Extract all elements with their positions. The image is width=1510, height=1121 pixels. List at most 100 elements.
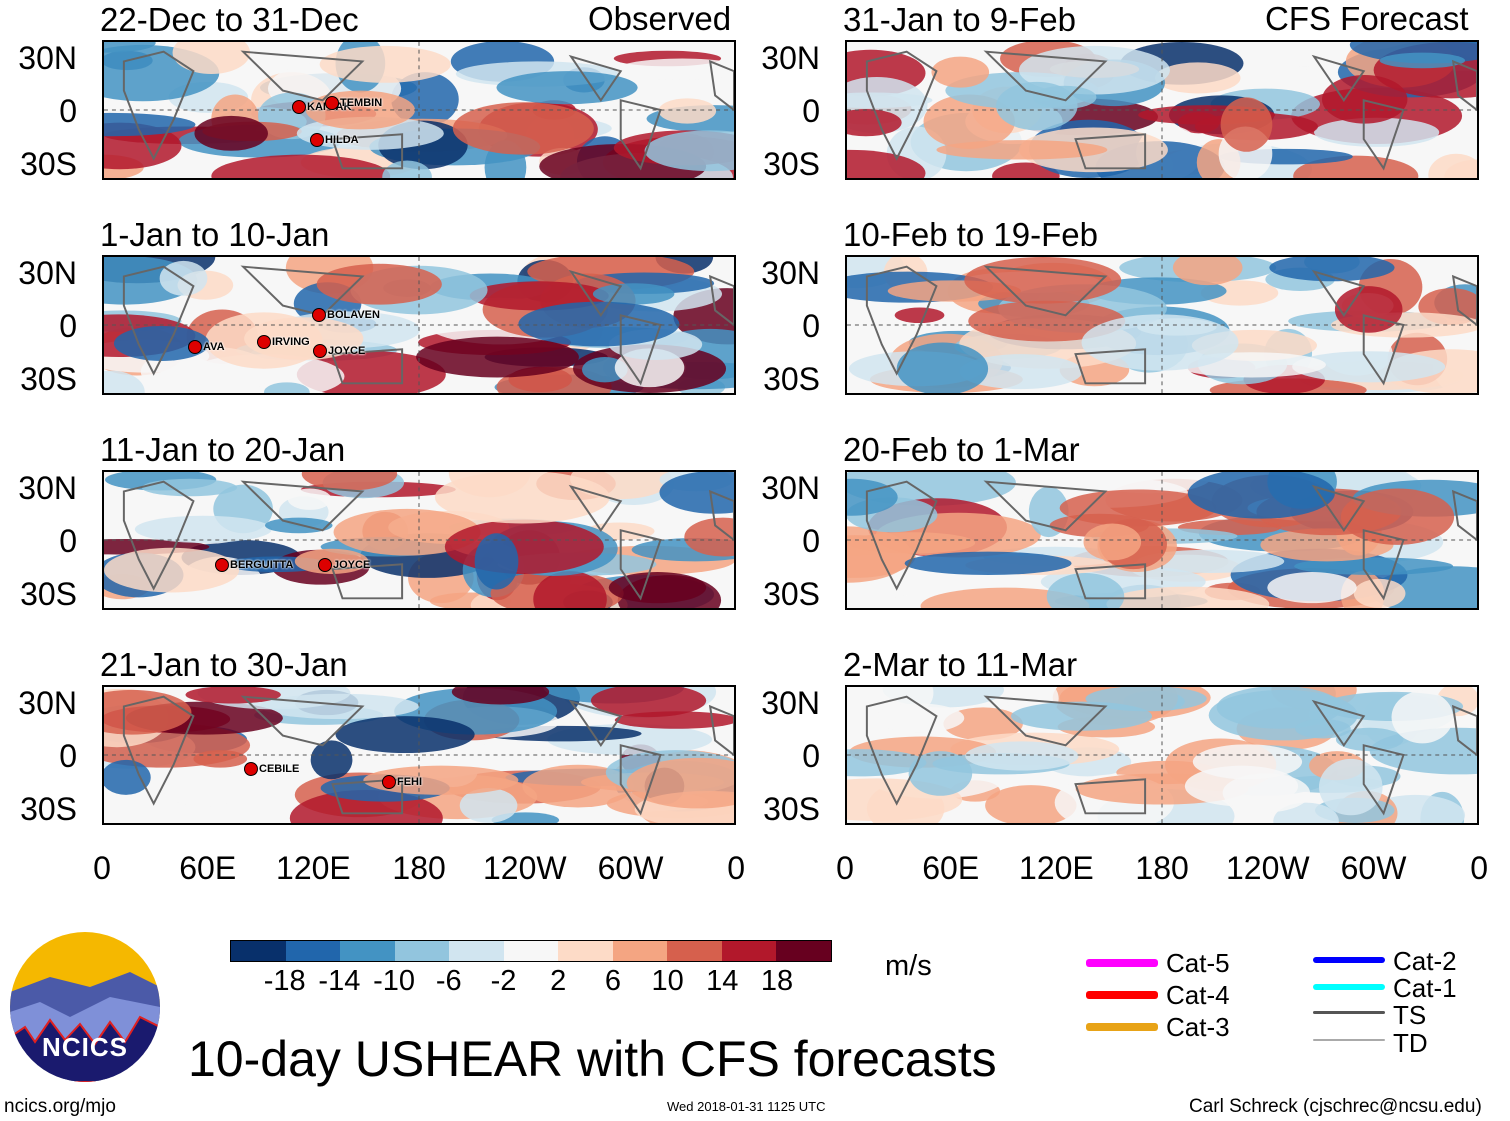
lat-label: 30S (763, 146, 820, 182)
lat-label: 30S (20, 791, 77, 827)
anomaly-contour (1187, 472, 1335, 519)
colorbar-tick-label: -14 (318, 965, 361, 997)
storm-marker: AVA (188, 340, 225, 354)
lon-label: 0 (1470, 850, 1489, 886)
anomaly-contour (1428, 153, 1477, 178)
hurricane-icon (318, 558, 332, 572)
anomaly-contour (134, 515, 272, 543)
anomaly-contour (1083, 523, 1142, 561)
lat-label: 30N (761, 255, 820, 291)
colorbar-swatch (612, 941, 668, 961)
panel-title: 1-Jan to 10-Jan (100, 216, 330, 253)
hurricane-icon (310, 133, 324, 147)
lat-label: 0 (802, 308, 820, 344)
hurricane-icon (312, 308, 326, 322)
colorbar-tick-label: 14 (706, 965, 739, 997)
anomaly-contour (1334, 286, 1403, 333)
anomaly-contour (1081, 314, 1239, 371)
legend-swatch (1313, 984, 1385, 990)
anomaly-contour (333, 508, 481, 556)
colorbar-swatch (340, 941, 395, 961)
lat-label: 0 (59, 523, 77, 559)
anomaly-contour (310, 740, 353, 780)
storm-name: IRVING (272, 335, 310, 348)
legend-swatch (1313, 1039, 1385, 1041)
lat-label: 30S (763, 361, 820, 397)
anomaly-contour (1321, 75, 1408, 124)
anomaly-contour (965, 741, 1079, 771)
anomaly-contour (1391, 690, 1454, 744)
anomaly-contour (590, 687, 707, 718)
anomaly-contour (1046, 573, 1125, 608)
storm-name: BOLAVEN (327, 308, 380, 321)
lon-label: 0 (727, 850, 746, 886)
lat-label: 30N (18, 685, 77, 721)
anomaly-contour (931, 56, 990, 88)
colorbar-swatch (394, 941, 450, 961)
anomaly-contour (301, 472, 398, 491)
lat-label: 30S (20, 146, 77, 182)
colorbar-tick-label: 6 (604, 965, 621, 997)
colorbar-tick-label: -2 (490, 965, 517, 997)
anomaly-contour (847, 109, 902, 137)
storm-marker: IRVING (257, 335, 310, 349)
continent-outline (865, 480, 1477, 601)
colorbar (230, 940, 832, 962)
anomaly-contour (382, 160, 432, 178)
colorbar-swatch (503, 941, 559, 961)
anomaly-contour (319, 45, 451, 83)
shear-map-panel (102, 470, 736, 610)
anomaly-contour (1086, 472, 1212, 494)
shear-map-panel (102, 255, 736, 395)
anomaly-contour (451, 687, 550, 705)
anomaly-contour (172, 42, 251, 75)
anomaly-contour (1267, 572, 1357, 604)
legend-label: TD (1393, 1028, 1428, 1058)
storm-name: HILDA (325, 133, 359, 146)
panel-title: 11-Jan to 20-Jan (100, 431, 346, 468)
anomaly-contour (659, 472, 734, 514)
continent-outline (865, 50, 1477, 171)
panel-title: 21-Jan to 30-Jan (100, 646, 348, 683)
continent-outline (865, 695, 1477, 816)
anomaly-contour (185, 687, 281, 704)
colorbar-tick-label: 2 (550, 965, 567, 997)
colorbar-swatch (667, 941, 722, 961)
anomaly-contour (244, 317, 364, 360)
anomaly-contour (1216, 687, 1342, 729)
anomaly-contour (1222, 773, 1311, 813)
anomaly-contour (452, 102, 594, 155)
anomaly-contour (316, 263, 442, 305)
lon-label: 60W (597, 850, 664, 886)
anomaly-contour (1192, 744, 1303, 780)
lon-label: 120W (483, 850, 567, 886)
anomaly-contour (1106, 586, 1270, 608)
hurricane-icon (382, 775, 396, 789)
colorbar-swatch (776, 941, 832, 961)
colorbar-tick-label: -18 (263, 965, 306, 997)
lat-label: 0 (59, 93, 77, 129)
anomaly-contour (1155, 62, 1241, 94)
anomaly-contour (263, 382, 310, 393)
anomaly-contour (159, 260, 208, 296)
lat-label: 30S (20, 576, 77, 612)
colorbar-tick-label: -10 (373, 965, 416, 997)
anomaly-contour (416, 336, 579, 378)
lon-label: 0 (836, 850, 854, 886)
storm-marker: FEHI (382, 775, 422, 789)
anomaly-contour (1085, 687, 1207, 712)
lon-label: 180 (1135, 850, 1189, 886)
legend-label: Cat-2 (1393, 946, 1457, 976)
storm-name: AVA (203, 340, 225, 353)
anomaly-contour (335, 716, 475, 754)
colorbar-tick-label: -6 (435, 965, 462, 997)
anomaly-contour (985, 785, 1077, 823)
anomaly-contour (113, 325, 210, 361)
legend-swatch (1086, 991, 1158, 999)
anomaly-contour (936, 140, 1108, 160)
anomaly-contour (287, 488, 332, 510)
anomaly-contour (474, 533, 519, 590)
lat-label: 30S (763, 576, 820, 612)
figure-title: 10-day USHEAR with CFS forecasts (188, 1031, 997, 1087)
footer-url[interactable]: ncics.org/mjo (4, 1096, 116, 1117)
